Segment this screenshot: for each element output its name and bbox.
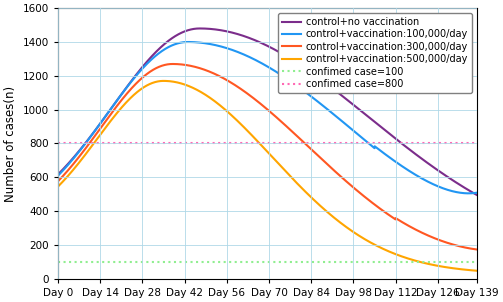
control+vaccination:100,000/day: [55, 174, 61, 178]
control+vaccination:300,000/day: [474, 248, 480, 251]
control+no vaccination: [462, 186, 468, 190]
control+vaccination:500,000/day: [160, 79, 166, 83]
control+vaccination:100,000/day: [76, 149, 82, 153]
Y-axis label: Number of cases(n): Number of cases(n): [4, 85, 17, 201]
control+vaccination:100,000/day: [474, 191, 480, 194]
control+vaccination:100,000/day: [259, 62, 265, 65]
control+no vaccination: [385, 131, 391, 135]
Legend: control+no vaccination, control+vaccination:100,000/day, control+vaccination:300: control+no vaccination, control+vaccinat…: [278, 13, 472, 93]
control+no vaccination: [248, 37, 254, 40]
control+vaccination:100,000/day: [385, 155, 391, 158]
Line: control+vaccination:300,000/day: control+vaccination:300,000/day: [58, 64, 477, 249]
control+vaccination:300,000/day: [55, 179, 61, 183]
control+vaccination:500,000/day: [462, 268, 468, 271]
control+no vaccination: [462, 186, 468, 190]
control+vaccination:300,000/day: [248, 94, 254, 98]
control+vaccination:300,000/day: [462, 246, 468, 249]
control+vaccination:500,000/day: [474, 269, 480, 273]
control+vaccination:300,000/day: [170, 62, 176, 66]
control+vaccination:300,000/day: [76, 155, 82, 158]
control+vaccination:100,000/day: [185, 40, 191, 44]
confimed case=800: [58, 142, 64, 145]
control+vaccination:100,000/day: [466, 191, 472, 195]
control+vaccination:100,000/day: [462, 191, 468, 195]
control+vaccination:500,000/day: [385, 249, 391, 253]
control+vaccination:500,000/day: [248, 133, 254, 136]
Line: control+vaccination:100,000/day: control+vaccination:100,000/day: [58, 42, 477, 193]
confimed case=100: [58, 260, 64, 264]
control+vaccination:500,000/day: [462, 268, 468, 271]
control+vaccination:100,000/day: [248, 56, 254, 59]
control+no vaccination: [55, 172, 61, 176]
confimed case=100: [55, 260, 61, 264]
confimed case=800: [55, 142, 61, 145]
control+vaccination:100,000/day: [462, 191, 468, 195]
control+no vaccination: [76, 149, 82, 153]
control+no vaccination: [197, 27, 203, 30]
control+vaccination:300,000/day: [385, 213, 391, 216]
Line: control+vaccination:500,000/day: control+vaccination:500,000/day: [58, 81, 477, 271]
control+vaccination:500,000/day: [55, 185, 61, 188]
control+no vaccination: [474, 193, 480, 197]
control+no vaccination: [259, 41, 265, 45]
control+vaccination:300,000/day: [462, 246, 468, 249]
Line: control+no vaccination: control+no vaccination: [58, 28, 477, 195]
control+vaccination:500,000/day: [76, 160, 82, 164]
control+vaccination:300,000/day: [259, 103, 265, 107]
control+vaccination:500,000/day: [259, 144, 265, 148]
